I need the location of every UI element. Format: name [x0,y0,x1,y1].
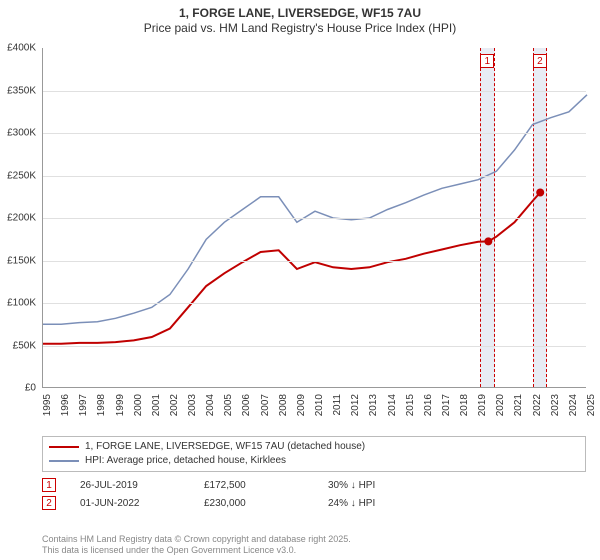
chart-container: 1, FORGE LANE, LIVERSEDGE, WF15 7AU Pric… [0,0,600,560]
legend-label: 1, FORGE LANE, LIVERSEDGE, WF15 7AU (det… [85,440,365,454]
x-tick-label: 2021 [513,394,524,416]
data-point-date: 01-JUN-2022 [80,498,180,509]
data-point-row: 1 26-JUL-2019 £172,500 30% ↓ HPI [42,476,586,494]
x-tick-label: 2001 [151,394,162,416]
x-axis: 1995 1996 1997 1998 1999 2000 2001 2002 2003 2004… [42,388,586,440]
data-point-diff: 30% ↓ HPI [328,480,375,491]
x-tick-label: 2020 [495,394,506,416]
footer-line2: This data is licensed under the Open Gov… [42,545,351,556]
price-marker-point [536,189,544,197]
x-tick-label: 2004 [205,394,216,416]
marker-band-label: 1 [480,54,494,68]
y-tick-label: £200K [7,213,36,224]
x-tick-label: 2016 [423,394,434,416]
y-tick-label: £250K [7,170,36,181]
x-tick-label: 2000 [133,394,144,416]
x-tick-label: 2005 [223,394,234,416]
series-hpi [43,95,587,324]
x-tick-label: 2008 [278,394,289,416]
gridline [43,218,586,219]
data-point-diff: 24% ↓ HPI [328,498,375,509]
x-tick-label: 2018 [459,394,470,416]
legend: 1, FORGE LANE, LIVERSEDGE, WF15 7AU (det… [42,436,586,472]
x-tick-label: 2009 [296,394,307,416]
legend-row: 1, FORGE LANE, LIVERSEDGE, WF15 7AU (det… [49,440,579,454]
x-tick-label: 2025 [586,394,597,416]
x-tick-label: 1998 [96,394,107,416]
x-tick-label: 1996 [60,394,71,416]
x-tick-label: 2002 [169,394,180,416]
x-tick-label: 2010 [314,394,325,416]
title-address: 1, FORGE LANE, LIVERSEDGE, WF15 7AU [0,6,600,20]
data-point-id: 2 [42,496,56,510]
x-tick-label: 2007 [260,394,271,416]
title-subtitle: Price paid vs. HM Land Registry's House … [0,21,600,35]
y-axis: £0£50K£100K£150K£200K£250K£300K£350K£400… [0,48,40,388]
gridline [43,176,586,177]
data-point-id: 1 [42,478,56,492]
x-tick-label: 2012 [350,394,361,416]
data-point-rows: 1 26-JUL-2019 £172,500 30% ↓ HPI 2 01-JUN-202… [42,476,586,512]
x-tick-label: 1999 [115,394,126,416]
x-tick-label: 2011 [332,394,343,416]
legend-row: HPI: Average price, detached house, Kirk… [49,454,579,468]
gridline [43,303,586,304]
x-tick-label: 2015 [405,394,416,416]
x-tick-label: 2019 [477,394,488,416]
data-point-row: 2 01-JUN-2022 £230,000 24% ↓ HPI [42,494,586,512]
gridline [43,91,586,92]
x-tick-label: 2023 [550,394,561,416]
y-tick-label: £150K [7,255,36,266]
chart-title: 1, FORGE LANE, LIVERSEDGE, WF15 7AU Pric… [0,0,600,35]
y-tick-label: £300K [7,128,36,139]
gridline [43,133,586,134]
y-tick-label: £50K [13,340,36,351]
gridline [43,346,586,347]
x-tick-label: 2013 [368,394,379,416]
x-tick-label: 2006 [241,394,252,416]
legend-label: HPI: Average price, detached house, Kirk… [85,454,286,468]
y-tick-label: £400K [7,43,36,54]
x-tick-label: 1997 [78,394,89,416]
y-tick-label: £0 [25,383,36,394]
x-tick-label: 2017 [441,394,452,416]
x-tick-label: 2003 [187,394,198,416]
gridline [43,261,586,262]
price-marker-point [484,237,492,245]
legend-swatch [49,460,79,462]
y-tick-label: £350K [7,85,36,96]
x-tick-label: 2024 [568,394,579,416]
marker-band-label: 2 [533,54,547,68]
data-point-price: £230,000 [204,498,304,509]
x-tick-label: 2014 [387,394,398,416]
chart-plot-area: 12 [42,48,586,388]
data-point-price: £172,500 [204,480,304,491]
y-tick-label: £100K [7,298,36,309]
x-tick-label: 2022 [532,394,543,416]
legend-swatch [49,446,79,448]
x-tick-label: 1995 [42,394,53,416]
data-point-date: 26-JUL-2019 [80,480,180,491]
footer-line1: Contains HM Land Registry data © Crown c… [42,534,351,545]
footer-attribution: Contains HM Land Registry data © Crown c… [42,534,351,556]
